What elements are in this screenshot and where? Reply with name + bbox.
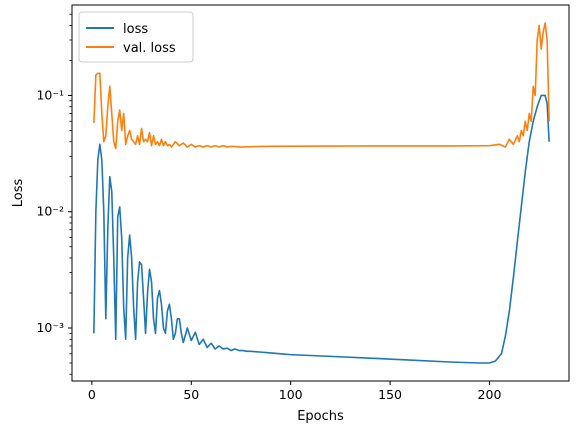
plot-frame — [71, 4, 570, 382]
y-tick-label-1: 10⁻² — [36, 204, 64, 219]
ticks-layer: 0 50 100 150 200 10⁻³ 10⁻² 10⁻¹ — [36, 13, 502, 402]
series-layer — [93, 22, 550, 364]
plot-area — [72, 5, 569, 381]
series-line-loss — [93, 94, 550, 364]
y-tick-label-0: 10⁻³ — [36, 320, 64, 335]
y-axis-label: Loss — [11, 179, 26, 208]
legend-label-loss: loss — [123, 22, 148, 37]
x-tick-label-0: 0 — [88, 387, 96, 402]
x-tick-label-200: 200 — [478, 387, 502, 402]
x-axis-label: Epochs — [297, 409, 344, 424]
legend-box — [78, 11, 194, 63]
x-tick-label-150: 150 — [378, 387, 402, 402]
y-tick-label-2: 10⁻¹ — [36, 87, 64, 102]
legend: loss val. loss — [78, 11, 194, 63]
legend-label-val-loss: val. loss — [123, 41, 176, 56]
series-line-val-loss — [93, 22, 550, 150]
x-tick-label-50: 50 — [183, 387, 199, 402]
x-tick-label-100: 100 — [279, 387, 303, 402]
